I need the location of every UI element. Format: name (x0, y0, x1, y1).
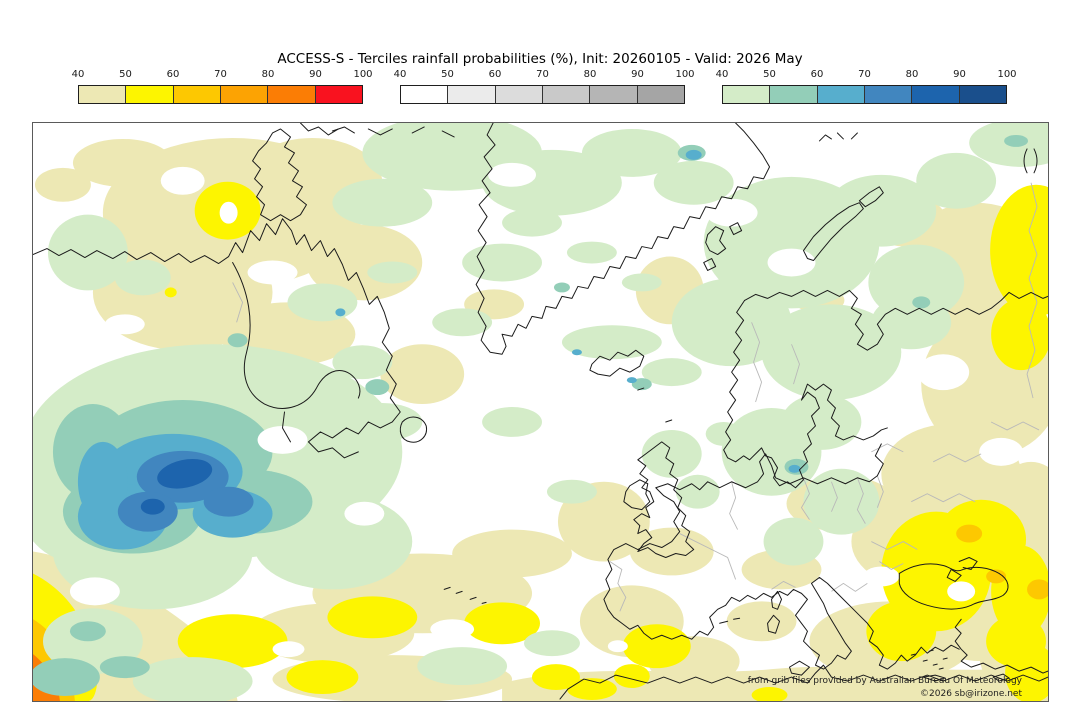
colorbar-tick-label: 100 (997, 69, 1017, 80)
colorbar-tick-label: 100 (675, 69, 695, 80)
colorbar-scale (78, 85, 363, 104)
colorbar-tick-label: 70 (536, 69, 549, 80)
colorbar-segment (314, 86, 362, 103)
colorbar-tick-label: 40 (393, 69, 407, 80)
wet-40-blobs (33, 123, 1048, 701)
colorbar-segment (401, 86, 448, 103)
colorbar-segment (172, 86, 220, 103)
colorbar-tick-label: 50 (763, 69, 776, 80)
colorbar-segment (589, 86, 637, 103)
colorbar-segment (769, 86, 817, 103)
colorbar-segment (863, 86, 912, 103)
white-gaps (69, 162, 1024, 658)
colorbar-segment (494, 86, 542, 103)
colorbar-segment (958, 86, 1006, 103)
colorbar-tick-label: 90 (953, 69, 966, 80)
colorbar-segment (125, 86, 173, 103)
colorbar-segment (219, 86, 268, 103)
colorbar-tick-label: 60 (166, 69, 180, 80)
colorbar-tick-label: 50 (441, 69, 454, 80)
colorbar-tick-label: 80 (261, 69, 275, 80)
colorbar-segment (79, 86, 126, 103)
colorbar-tick-label: 60 (488, 69, 502, 80)
colorbar-tick-row: 40 50 60 70 80 90 100 (72, 68, 373, 85)
colorbar-segment (816, 86, 864, 103)
colorbar-tick-label: 70 (214, 69, 227, 80)
chart-title: ACCESS-S - Terciles rainfall probabiliti… (277, 51, 803, 67)
colorbar-tick-label: 70 (858, 69, 871, 80)
colorbar-segment (267, 86, 315, 103)
copyright-text: ©2026 sb@irizone.net (920, 689, 1022, 699)
attribution-text: from grib files provided by Australian B… (747, 676, 1022, 686)
colorbar-tick-label: 80 (583, 69, 597, 80)
colorbar-segment (723, 86, 770, 103)
colorbar-tick-label: 50 (119, 69, 132, 80)
colorbar-scale (400, 85, 685, 104)
colorbar-scale (722, 85, 1007, 104)
colorbar-tick-label: 90 (631, 69, 644, 80)
colorbar-tick-row: 40 50 60 70 80 90 100 (716, 68, 1017, 85)
colorbar-segment (636, 86, 684, 103)
colorbar-near-median: 40 50 60 70 80 90 100 (394, 68, 695, 108)
colorbar-tick-row: 40 50 60 70 80 90 100 (394, 68, 695, 85)
colorbar-below-median: 40 50 60 70 80 90 100 (72, 68, 373, 108)
colorbar-above-median: 40 50 60 70 80 90 100 (716, 68, 1017, 108)
colorbar-tick-label: 90 (309, 69, 322, 80)
colorbar-tick-label: 40 (71, 69, 85, 80)
colorbar-segment (541, 86, 590, 103)
colorbar-tick-label: 60 (810, 69, 824, 80)
coastlines (33, 123, 1048, 700)
wet-80-blobs (140, 458, 213, 515)
colorbar-segment (911, 86, 959, 103)
colorbar-tick-label: 40 (715, 69, 729, 80)
colorbar-tick-label: 100 (353, 69, 373, 80)
map-panel: from grib files provided by Australian B… (32, 122, 1049, 702)
country-borders (232, 182, 1040, 612)
map-svg (33, 123, 1048, 701)
colorbar-tick-label: 80 (905, 69, 919, 80)
colorbar-segment (447, 86, 495, 103)
